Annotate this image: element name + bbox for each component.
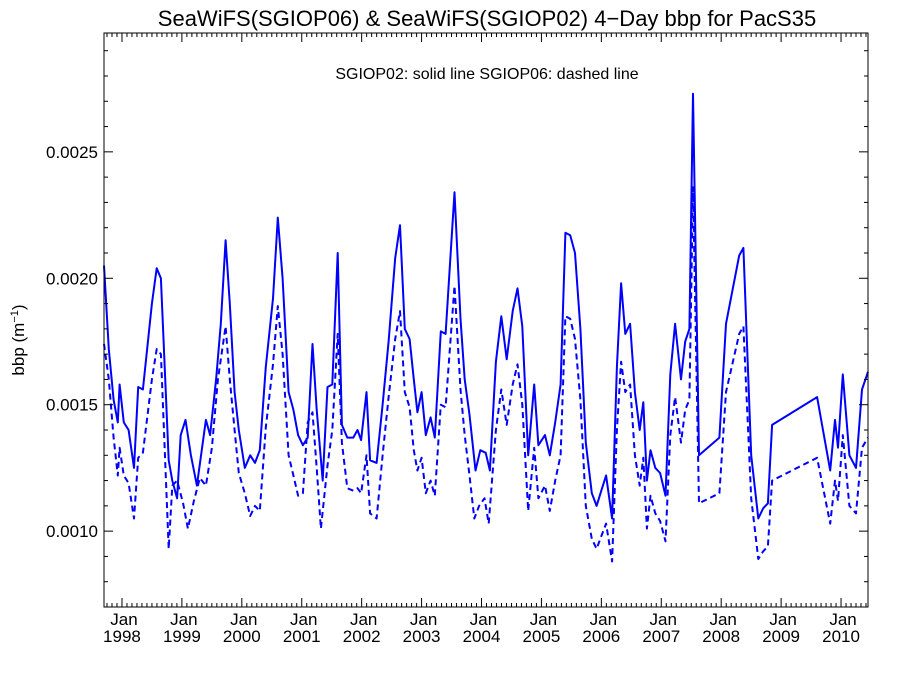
series-group xyxy=(103,92,869,563)
y-axis-label-exponent: −1 xyxy=(9,310,21,323)
x-tick-year-label: 2007 xyxy=(642,627,680,646)
y-tick-label: 0.0025 xyxy=(46,143,98,162)
x-tick-month-label: Jan xyxy=(709,610,736,629)
x-tick-year-label: 2002 xyxy=(343,627,381,646)
x-tick-month-label: Jan xyxy=(410,610,437,629)
y-tick-label: 0.0010 xyxy=(46,522,98,541)
y-axis-label-close: ) xyxy=(9,304,28,310)
x-tick-month-label: Jan xyxy=(650,610,677,629)
x-tick-year-label: 2010 xyxy=(822,627,860,646)
x-tick-year-label: 2005 xyxy=(523,627,561,646)
x-tick-month-label: Jan xyxy=(769,610,796,629)
x-tick-year-label: 2006 xyxy=(582,627,620,646)
x-tick-month-label: Jan xyxy=(590,610,617,629)
x-tick-month-label: Jan xyxy=(350,610,377,629)
x-tick-year-label: 1999 xyxy=(163,627,201,646)
series-line-sgiop02 xyxy=(103,92,869,520)
x-tick-year-label: 2000 xyxy=(223,627,261,646)
x-tick-year-label: 2001 xyxy=(283,627,321,646)
x-tick-month-label: Jan xyxy=(170,610,197,629)
x-tick-year-label: 1998 xyxy=(103,627,141,646)
x-axis-ticks: Jan1998Jan1999Jan2000Jan2001Jan2002Jan20… xyxy=(103,33,867,646)
x-tick-month-label: Jan xyxy=(530,610,557,629)
x-tick-month-label: Jan xyxy=(470,610,497,629)
chart-title: SeaWiFS(SGIOP06) & SeaWiFS(SGIOP02) 4−Da… xyxy=(158,6,816,31)
y-axis-label: bbp (m−1) xyxy=(9,304,28,375)
y-tick-label: 0.0015 xyxy=(46,396,98,415)
x-tick-year-label: 2008 xyxy=(702,627,740,646)
y-axis-ticks: 0.0010 0.0015 0.0020 0.0025 xyxy=(46,50,868,608)
x-tick-month-label: Jan xyxy=(290,610,317,629)
x-tick-month-label: Jan xyxy=(829,610,856,629)
line-style-annotation: SGIOP02: solid line SGIOP06: dashed line xyxy=(335,66,638,83)
x-tick-month-label: Jan xyxy=(110,610,137,629)
x-tick-year-label: 2009 xyxy=(762,627,800,646)
y-axis-label-main: bbp (m xyxy=(9,323,28,376)
plot-frame xyxy=(103,32,869,608)
y-tick-label: 0.0020 xyxy=(46,269,98,288)
x-tick-month-label: Jan xyxy=(230,610,257,629)
series-line-sgiop06 xyxy=(103,186,869,563)
x-tick-year-label: 2004 xyxy=(463,627,501,646)
x-tick-year-label: 2003 xyxy=(403,627,441,646)
